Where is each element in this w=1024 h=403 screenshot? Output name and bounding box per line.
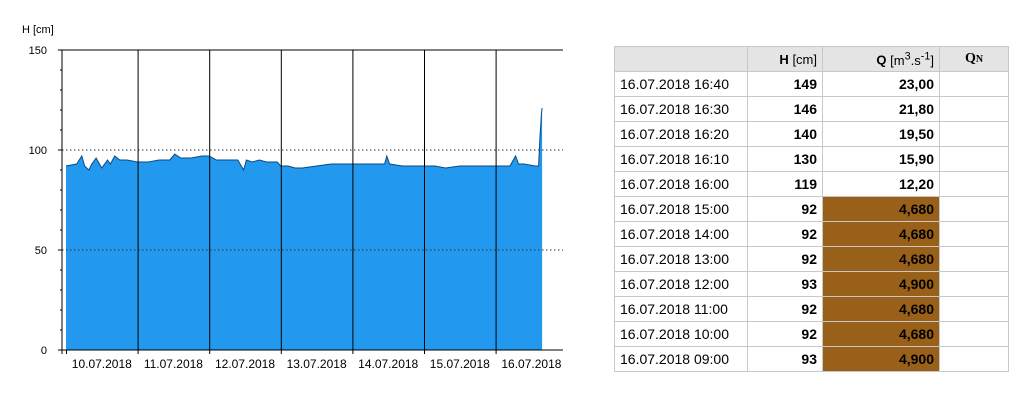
cell-time: 16.07.2018 16:10 [614,146,748,172]
cell-h: 119 [747,171,823,197]
cell-h: 92 [747,296,823,322]
cell-h: 146 [747,96,823,122]
cell-q: 4,900 [822,271,940,297]
cell-q: 21,80 [822,96,940,122]
cell-qn [939,221,1009,247]
header-q: Q [m3.s-1] [822,46,940,72]
x-tick-label: 10.07.2018 [72,357,132,371]
y-axis-label: H [cm] [22,24,54,36]
cell-q: 4,680 [822,321,940,347]
x-tick-label: 13.07.2018 [287,357,347,371]
table-row: 16.07.2018 16:10 130 15,90 [614,146,1009,172]
table-row: 16.07.2018 12:00 93 4,900 [614,271,1009,297]
table-row: 16.07.2018 16:20 140 19,50 [614,121,1009,147]
cell-time: 16.07.2018 12:00 [614,271,748,297]
cell-q: 4,680 [822,221,940,247]
cell-h: 130 [747,146,823,172]
cell-h: 93 [747,271,823,297]
y-tick-label: 100 [29,145,47,157]
cell-time: 16.07.2018 16:00 [614,171,748,197]
cell-qn [939,321,1009,347]
cell-time: 16.07.2018 09:00 [614,346,748,372]
cell-q: 4,900 [822,346,940,372]
y-tick-label: 150 [29,45,47,57]
water-level-chart: H [cm] 0 50 100 150 10.07.2018 11.07.2018 12.0… [22,24,563,371]
cell-h: 92 [747,321,823,347]
header-qn: QN [939,46,1009,72]
header-time [614,46,748,72]
table-row: 16.07.2018 11:00 92 4,680 [614,296,1009,322]
cell-h: 92 [747,221,823,247]
cell-time: 16.07.2018 16:40 [614,71,748,97]
table-row: 16.07.2018 15:00 92 4,680 [614,196,1009,222]
cell-q: 4,680 [822,196,940,222]
table-row: 16.07.2018 16:00 119 12,20 [614,171,1009,197]
cell-qn [939,96,1009,122]
cell-time: 16.07.2018 16:20 [614,121,748,147]
table-header-row: H [cm] Q [m3.s-1] QN [614,46,1009,72]
cell-time: 16.07.2018 15:00 [614,196,748,222]
cell-q: 4,680 [822,246,940,272]
cell-time: 16.07.2018 10:00 [614,321,748,347]
x-tick-label: 14.07.2018 [358,357,418,371]
table-row: 16.07.2018 16:30 146 21,80 [614,96,1009,122]
cell-q: 4,680 [822,296,940,322]
x-tick-label: 11.07.2018 [144,357,203,371]
water-level-line [65,107,543,172]
cell-h: 140 [747,121,823,147]
y-tick-label: 50 [35,245,47,257]
y-tick-label: 0 [41,345,47,357]
x-tick-label: 15.07.2018 [430,357,490,371]
cell-qn [939,271,1009,297]
cell-h: 149 [747,71,823,97]
header-h: H [cm] [747,46,823,72]
cell-time: 16.07.2018 16:30 [614,96,748,122]
cell-q: 15,90 [822,146,940,172]
cell-time: 16.07.2018 13:00 [614,246,748,272]
water-level-area [66,108,543,350]
table-row: 16.07.2018 09:00 93 4,900 [614,346,1009,372]
table-row: 16.07.2018 16:40 149 23,00 [614,71,1009,97]
cell-qn [939,121,1009,147]
cell-qn [939,196,1009,222]
cell-time: 16.07.2018 14:00 [614,221,748,247]
cell-qn [939,246,1009,272]
cell-h: 93 [747,346,823,372]
table-row: 16.07.2018 14:00 92 4,680 [614,221,1009,247]
table-row: 16.07.2018 10:00 92 4,680 [614,321,1009,347]
cell-qn [939,346,1009,372]
cell-qn [939,171,1009,197]
cell-qn [939,146,1009,172]
cell-qn [939,296,1009,322]
cell-q: 19,50 [822,121,940,147]
cell-time: 16.07.2018 11:00 [614,296,748,322]
x-tick-label: 16.07.2018 [501,357,561,371]
cell-qn [939,71,1009,97]
cell-h: 92 [747,246,823,272]
x-tick-label: 12.07.2018 [215,357,275,371]
table-row: 16.07.2018 13:00 92 4,680 [614,246,1009,272]
cell-q: 12,20 [822,171,940,197]
measurements-table: H [cm] Q [m3.s-1] QN 16.07.2018 16:40 149… [614,46,1009,372]
cell-h: 92 [747,196,823,222]
cell-q: 23,00 [822,71,940,97]
